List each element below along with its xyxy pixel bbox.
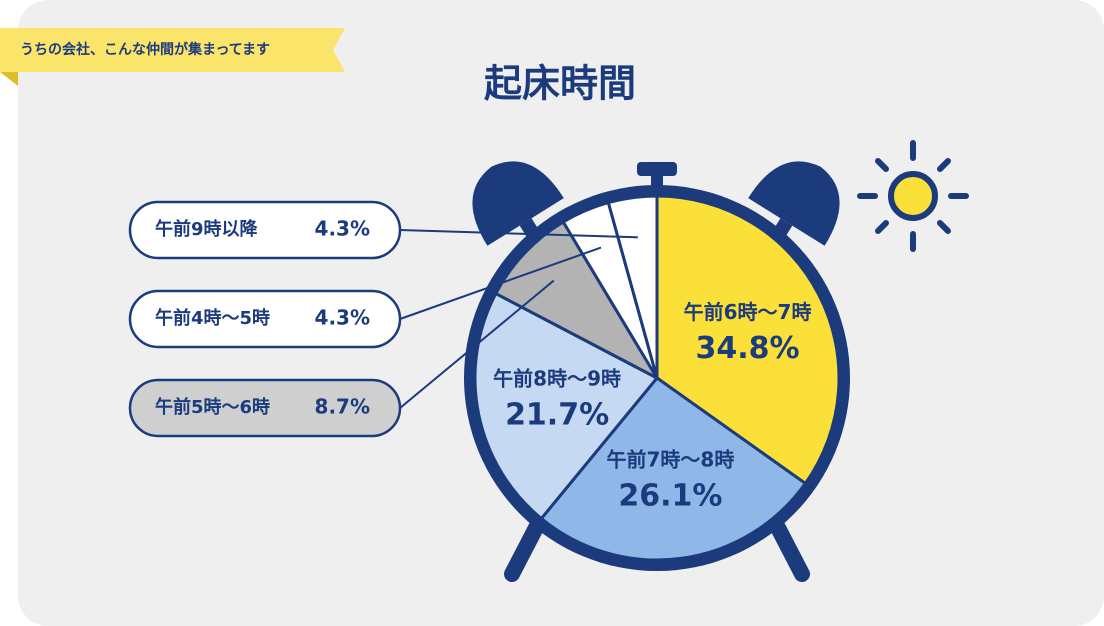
banner-fold xyxy=(0,72,18,86)
pie-slice xyxy=(606,194,659,379)
callout-line xyxy=(399,229,638,239)
callout-line xyxy=(399,246,602,320)
slice-category: 午前6時〜7時 xyxy=(684,300,812,324)
callout-category: 午前4時〜5時 xyxy=(155,307,270,329)
slice-category: 午前7時〜8時 xyxy=(607,448,735,472)
slice-value: 26.1% xyxy=(618,479,722,514)
callout-value: 8.7% xyxy=(315,395,370,419)
banner xyxy=(0,28,345,72)
callout-box xyxy=(128,200,402,260)
pie-slice xyxy=(539,375,808,562)
callout-category: 午前5時〜6時 xyxy=(155,396,270,418)
callout-line xyxy=(399,279,555,409)
callout-value: 4.3% xyxy=(315,306,370,330)
slice-value: 21.7% xyxy=(505,398,609,433)
pie-slice xyxy=(473,291,660,521)
callout-box xyxy=(128,378,402,438)
slice-value: 34.8% xyxy=(696,331,800,366)
pie-slice xyxy=(493,219,662,382)
banner-text: うちの会社、こんな仲間が集まってます xyxy=(20,41,270,58)
callout-category: 午前9時以降 xyxy=(155,218,259,240)
callout-box xyxy=(128,289,402,349)
chart-title: 起床時間 xyxy=(484,62,636,106)
slice-category: 午前8時〜9時 xyxy=(493,367,621,391)
pie-slice xyxy=(655,194,841,486)
callout-value: 4.3% xyxy=(315,217,370,241)
sun-icon xyxy=(857,140,969,252)
